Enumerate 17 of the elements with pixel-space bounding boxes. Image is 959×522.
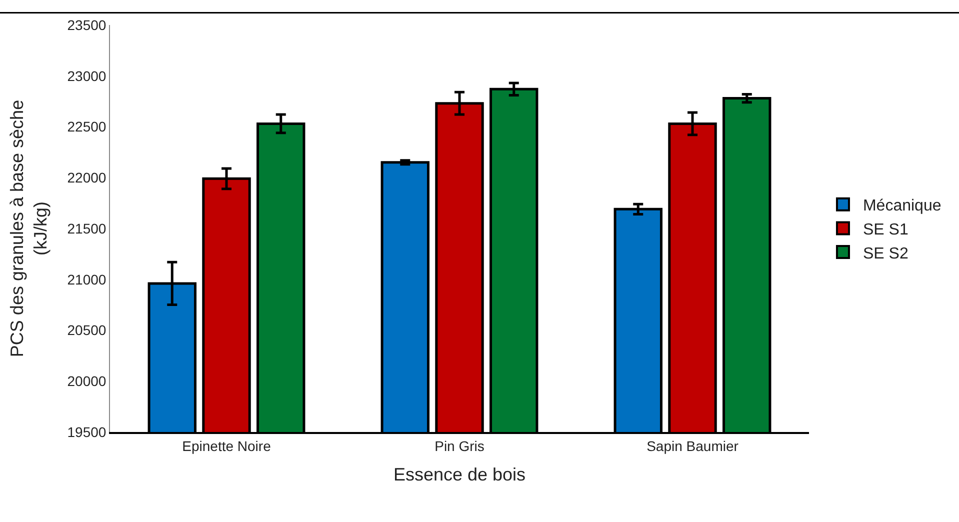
- x-tick-label: Pin Gris: [434, 438, 484, 454]
- legend-label: SE S1: [862, 221, 908, 238]
- y-tick-label: 19500: [67, 424, 106, 440]
- x-axis-title: Essence de bois: [393, 464, 526, 484]
- y-tick-label: 20500: [67, 322, 106, 338]
- y-tick-label: 21000: [67, 271, 106, 288]
- x-tick-label: Sapin Baumier: [646, 438, 739, 454]
- y-axis-title: PCS des granules à base sèche (kJ/kg): [7, 100, 50, 358]
- y-tick-label: 20000: [67, 373, 106, 390]
- y-tick-label: 23000: [67, 68, 106, 84]
- x-tick-label: Epinette Noire: [182, 438, 272, 454]
- y-tick-label: 22000: [67, 170, 106, 186]
- y-tick-label: 23500: [67, 16, 106, 33]
- legend-label: Mécanique: [862, 198, 942, 215]
- legend-label: SE S2: [862, 245, 908, 262]
- y-tick-label: 22500: [67, 118, 106, 135]
- y-tick-label: 21500: [67, 220, 106, 236]
